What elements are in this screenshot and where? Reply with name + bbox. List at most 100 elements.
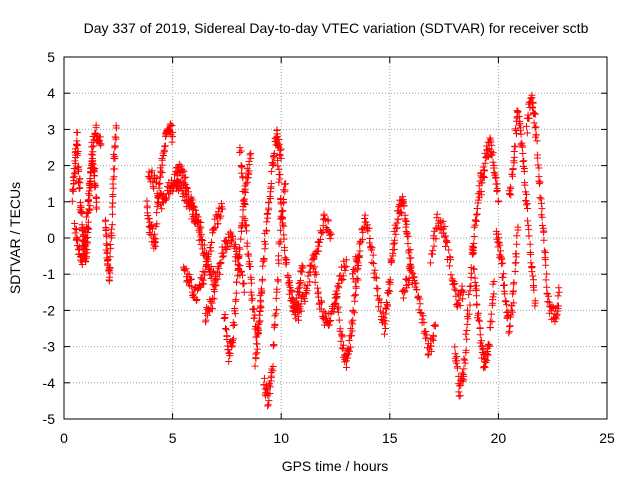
data-point-plus <box>281 180 289 188</box>
data-point-plus <box>274 133 282 141</box>
data-point-plus <box>462 346 470 354</box>
data-point-plus <box>247 154 255 162</box>
data-point-plus <box>240 279 248 287</box>
data-point-plus <box>347 332 355 340</box>
data-point-plus <box>393 219 401 227</box>
data-point-plus <box>551 314 559 322</box>
data-point-plus <box>279 207 287 215</box>
data-point-plus <box>468 245 476 253</box>
data-point-plus <box>365 224 373 232</box>
data-point-plus <box>523 204 531 212</box>
data-point-plus <box>301 281 309 289</box>
data-point-plus <box>151 230 159 238</box>
data-point-plus <box>234 265 242 273</box>
data-point-plus <box>465 310 473 318</box>
data-point-plus <box>77 202 85 210</box>
data-point-plus <box>319 222 327 230</box>
data-point-plus <box>489 293 497 301</box>
data-point-plus <box>272 294 280 302</box>
data-point-plus <box>214 220 222 228</box>
data-point-plus <box>193 296 201 304</box>
data-point-plus <box>473 211 481 219</box>
data-point-plus <box>152 235 160 243</box>
data-point-plus <box>326 317 334 325</box>
data-point-plus <box>102 227 110 235</box>
data-point-plus <box>424 351 432 359</box>
data-point-plus <box>265 198 273 206</box>
data-point-plus <box>487 310 495 318</box>
data-point-plus <box>109 191 117 199</box>
data-point-plus <box>406 264 414 272</box>
series-sat-o <box>309 256 350 329</box>
data-point-plus <box>195 223 203 231</box>
data-point-plus <box>380 330 388 338</box>
data-point-plus <box>162 195 170 203</box>
data-point-plus <box>526 240 534 248</box>
data-point-plus <box>239 206 247 214</box>
data-point-plus <box>516 126 524 134</box>
data-point-plus <box>525 232 533 240</box>
data-point-plus <box>406 246 414 254</box>
data-point-plus <box>103 241 111 249</box>
data-point-plus <box>528 268 536 276</box>
data-point-plus <box>511 143 519 151</box>
data-point-plus <box>541 248 549 256</box>
data-point-plus <box>477 343 485 351</box>
data-point-plus <box>529 276 537 284</box>
data-point-plus <box>82 213 90 221</box>
data-point-plus <box>241 200 249 208</box>
data-point-plus <box>228 337 236 345</box>
data-point-plus <box>169 133 177 141</box>
data-point-plus <box>399 294 407 302</box>
data-point-plus <box>266 389 274 397</box>
data-point-plus <box>298 262 306 270</box>
data-point-plus <box>152 242 160 250</box>
data-point-plus <box>359 228 367 236</box>
data-point-plus <box>373 284 381 292</box>
data-point-plus <box>235 244 243 252</box>
data-point-plus <box>83 209 91 217</box>
data-point-plus <box>450 281 458 289</box>
data-point-plus <box>304 282 312 290</box>
data-point-plus <box>236 245 244 253</box>
data-point-plus <box>158 169 166 177</box>
data-point-plus <box>486 324 494 332</box>
data-point-plus <box>273 126 281 134</box>
data-point-plus <box>422 327 430 335</box>
data-point-plus <box>233 278 241 286</box>
data-point-plus <box>451 285 459 293</box>
data-point-plus <box>525 226 533 234</box>
data-point-plus <box>349 275 357 283</box>
series-sat-c <box>101 122 120 285</box>
data-point-plus <box>453 357 461 365</box>
data-point-plus <box>420 318 428 326</box>
data-point-plus <box>490 277 498 285</box>
data-point-plus <box>325 321 333 329</box>
data-point-plus <box>496 241 504 249</box>
data-point-plus <box>511 259 519 267</box>
data-point-plus <box>506 322 514 330</box>
data-point-plus <box>323 314 331 322</box>
series-sat-x <box>492 223 522 337</box>
data-point-plus <box>224 346 232 354</box>
data-point-plus <box>87 164 95 172</box>
data-point-plus <box>238 163 246 171</box>
data-point-plus <box>165 127 173 135</box>
data-point-plus <box>471 278 479 286</box>
data-point-plus <box>361 211 369 219</box>
data-point-plus <box>470 233 478 241</box>
data-point-plus <box>288 288 296 296</box>
data-point-plus <box>525 114 533 122</box>
data-point-plus <box>157 167 165 175</box>
data-point-plus <box>555 288 563 296</box>
data-point-plus <box>465 291 473 299</box>
data-point-plus <box>242 221 250 229</box>
data-point-plus <box>109 199 117 207</box>
data-point-plus <box>84 196 92 204</box>
data-point-plus <box>178 186 186 194</box>
data-point-plus <box>442 242 450 250</box>
data-point-plus <box>303 286 311 294</box>
data-point-plus <box>502 298 510 306</box>
data-point-plus <box>161 142 169 150</box>
data-point-plus <box>517 140 525 148</box>
